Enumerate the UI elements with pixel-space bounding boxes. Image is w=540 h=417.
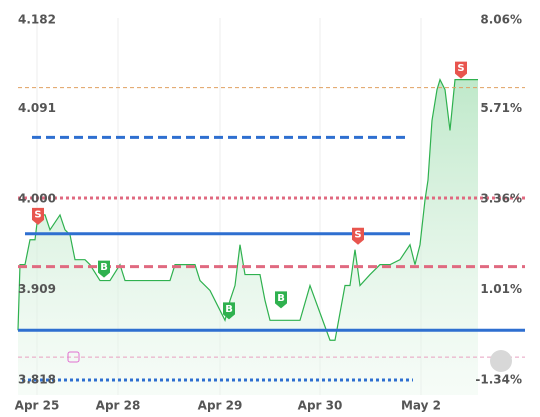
marker-label: B <box>225 304 233 315</box>
trade-marker: B <box>223 302 235 320</box>
trade-marker: S <box>32 207 44 225</box>
y2-tick-label: 1.01% <box>480 282 522 296</box>
marker-label: S <box>354 229 361 240</box>
y2-tick-label: 8.06% <box>480 13 522 27</box>
marker-label: B <box>277 293 285 304</box>
marker-badge <box>352 227 364 245</box>
area <box>18 79 478 396</box>
trade-marker: S <box>352 227 364 245</box>
y-tick-label: 4.091 <box>18 101 56 115</box>
trade-marker: S <box>455 61 467 79</box>
x-tick-label: Apr 28 <box>96 399 141 413</box>
y-tick-label: 4.000 <box>18 192 56 206</box>
y-tick-label: 3.909 <box>18 282 56 296</box>
icon <box>67 351 80 363</box>
y-tick-label: 4.182 <box>18 13 56 27</box>
x-tick-label: May 2 <box>401 399 441 413</box>
x-tick-label: Apr 25 <box>15 399 60 413</box>
marker-badge <box>32 207 44 225</box>
y2-tick-label: 3.36% <box>480 192 522 206</box>
icon <box>490 350 512 372</box>
y-tick-label: 3.818 <box>18 373 56 387</box>
marker-label: B <box>100 262 108 273</box>
marker-label: S <box>34 209 41 220</box>
marker-badge <box>275 291 287 309</box>
x-tick-label: Apr 30 <box>298 399 343 413</box>
marker-badge <box>98 260 110 278</box>
y2-tick-label: -1.34% <box>475 373 522 387</box>
trade-marker: B <box>98 260 110 278</box>
trade-marker: B <box>275 291 287 309</box>
x-tick-label: Apr 29 <box>198 399 243 413</box>
marker-label: S <box>457 63 464 74</box>
y2-tick-label: 5.71% <box>480 101 522 115</box>
marker-badge <box>223 302 235 320</box>
marker-badge <box>455 61 467 79</box>
